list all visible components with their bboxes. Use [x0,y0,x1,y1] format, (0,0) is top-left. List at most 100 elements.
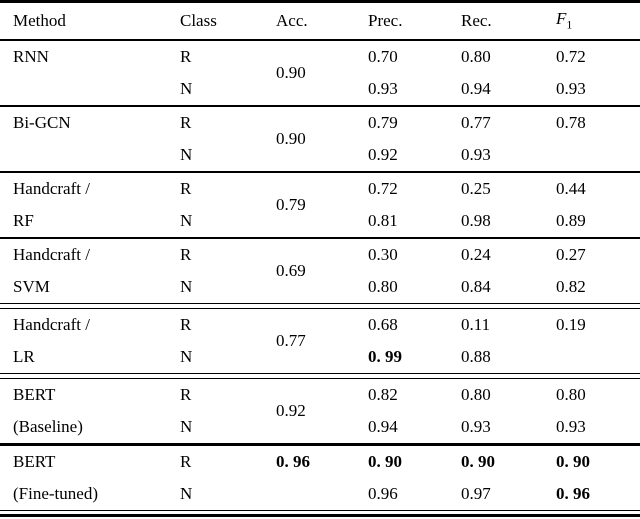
class-r-cell: R [180,47,192,66]
table-rule-bottom [0,510,640,517]
method-name: Bi-GCN [13,113,71,132]
method-name: BERT [13,385,56,404]
precision-r-cell: 0.82 [368,385,398,404]
recall-n-cell: 0.98 [461,211,491,230]
table-row-group: Handcraft / RF R N 0.79 0.72 0.81 0.25 0… [0,173,640,237]
precision-r-cell: 0.30 [368,245,398,264]
precision-n-cell: 0.92 [368,145,398,164]
f1-r-cell: 0.72 [556,47,586,66]
f1-r-cell: 0. 90 [556,452,590,471]
column-header-class: Class [180,11,217,30]
table-row-group: BERT (Baseline) R N 0.92 0.82 0.94 0.80 … [0,379,640,443]
recall-n-cell: 0.94 [461,79,491,98]
class-n-cell: N [180,277,193,296]
method-name-line2: LR [13,347,35,366]
table-rule-double [0,303,640,309]
recall-r-cell: 0.24 [461,245,491,264]
table-row-group: Handcraft / SVM R N 0.69 0.30 0.80 0.24 … [0,239,640,303]
precision-r-cell: 0.68 [368,315,398,334]
precision-n-cell: 0.93 [368,79,398,98]
recall-n-cell: 0.93 [461,145,491,164]
f1-n-cell: 0.89 [556,211,586,230]
precision-n-cell: 0.94 [368,417,398,436]
table-rule-single [0,171,640,173]
class-n-cell: N [180,347,193,366]
recall-n-cell: 0.84 [461,277,491,296]
method-name: Handcraft / [13,179,90,198]
column-header-method: Method [13,11,66,30]
table-row-group: Handcraft / LR R N 0.77 0.68 0. 99 0.11 … [0,309,640,373]
f1-symbol: F [556,9,567,29]
recall-r-cell: 0.25 [461,179,491,198]
method-name: Handcraft / [13,245,90,264]
precision-r-cell: 0.72 [368,179,398,198]
method-name: RNN [13,47,49,66]
recall-n-cell: 0.97 [461,484,491,503]
table-rule-thick [0,443,640,446]
class-n-cell: N [180,211,193,230]
class-n-cell: N [180,417,193,436]
class-r-cell: R [180,315,192,334]
recall-r-cell: 0.77 [461,113,491,132]
class-n-cell: N [180,145,193,164]
f1-n-cell: 0.93 [556,417,586,436]
method-name-line2: (Fine-tuned) [13,484,98,503]
table-rule-double [0,373,640,379]
recall-n-cell: 0.88 [461,347,491,366]
method-name-line2: RF [13,211,34,230]
table-rule-single [0,237,640,239]
recall-r-cell: 0.80 [461,385,491,404]
method-name: BERT [13,452,56,471]
accuracy-cell: 0.90 [276,63,306,82]
recall-r-cell: 0. 90 [461,452,495,471]
table-header-row: Method Class Acc. Prec. Rec. F1 [0,3,640,39]
table-body: RNN R N 0.90 0.70 0.93 0.80 0.94 0.72 0.… [0,41,640,517]
f1-subscript: 1 [566,17,573,32]
accuracy-cell: 0.77 [276,331,306,350]
class-n-cell: N [180,79,193,98]
f1-r-cell: 0.27 [556,245,586,264]
f1-n-cell: 0.93 [556,79,586,98]
recall-r-cell: 0.80 [461,47,491,66]
class-r-cell: R [180,113,192,132]
class-r-cell: R [180,245,192,264]
precision-n-cell: 0.81 [368,211,398,230]
column-header-f1: F1 [556,9,640,32]
recall-n-cell: 0.93 [461,417,491,436]
f1-r-cell: 0.44 [556,179,586,198]
precision-r-cell: 0.70 [368,47,398,66]
column-header-acc: Acc. [276,11,308,30]
column-header-rec: Rec. [461,11,492,30]
precision-n-cell: 0. 99 [368,347,402,366]
precision-r-cell: 0.79 [368,113,398,132]
accuracy-cell: 0.69 [276,261,306,280]
table-row-group: BERT (Fine-tuned) R N 0. 96 0. 90 0.96 0… [0,446,640,510]
method-name-line2: (Baseline) [13,417,83,436]
f1-r-cell: 0.80 [556,385,586,404]
class-r-cell: R [180,179,192,198]
accuracy-cell: 0.79 [276,195,306,214]
table-row-group: RNN R N 0.90 0.70 0.93 0.80 0.94 0.72 0.… [0,41,640,105]
f1-n-cell: 0. 96 [556,484,590,503]
precision-n-cell: 0.96 [368,484,398,503]
precision-r-cell: 0. 90 [368,452,402,471]
table-rule-single [0,105,640,107]
class-n-cell: N [180,484,193,503]
accuracy-cell: 0.92 [276,401,306,420]
f1-r-cell: 0.78 [556,113,586,132]
table-rule-top [0,0,640,3]
accuracy-cell: 0. 96 [276,452,310,471]
f1-r-cell: 0.19 [556,315,586,334]
column-header-prec: Prec. [368,11,403,30]
accuracy-cell: 0.90 [276,129,306,148]
class-r-cell: R [180,385,192,404]
table-row-group: Bi-GCN R N 0.90 0.79 0.92 0.77 0.93 0.78 [0,107,640,171]
precision-n-cell: 0.80 [368,277,398,296]
f1-n-cell: 0.82 [556,277,586,296]
class-r-cell: R [180,452,192,471]
method-name-line2: SVM [13,277,50,296]
table-rule-header [0,39,640,41]
method-name: Handcraft / [13,315,90,334]
recall-r-cell: 0.11 [461,315,491,334]
